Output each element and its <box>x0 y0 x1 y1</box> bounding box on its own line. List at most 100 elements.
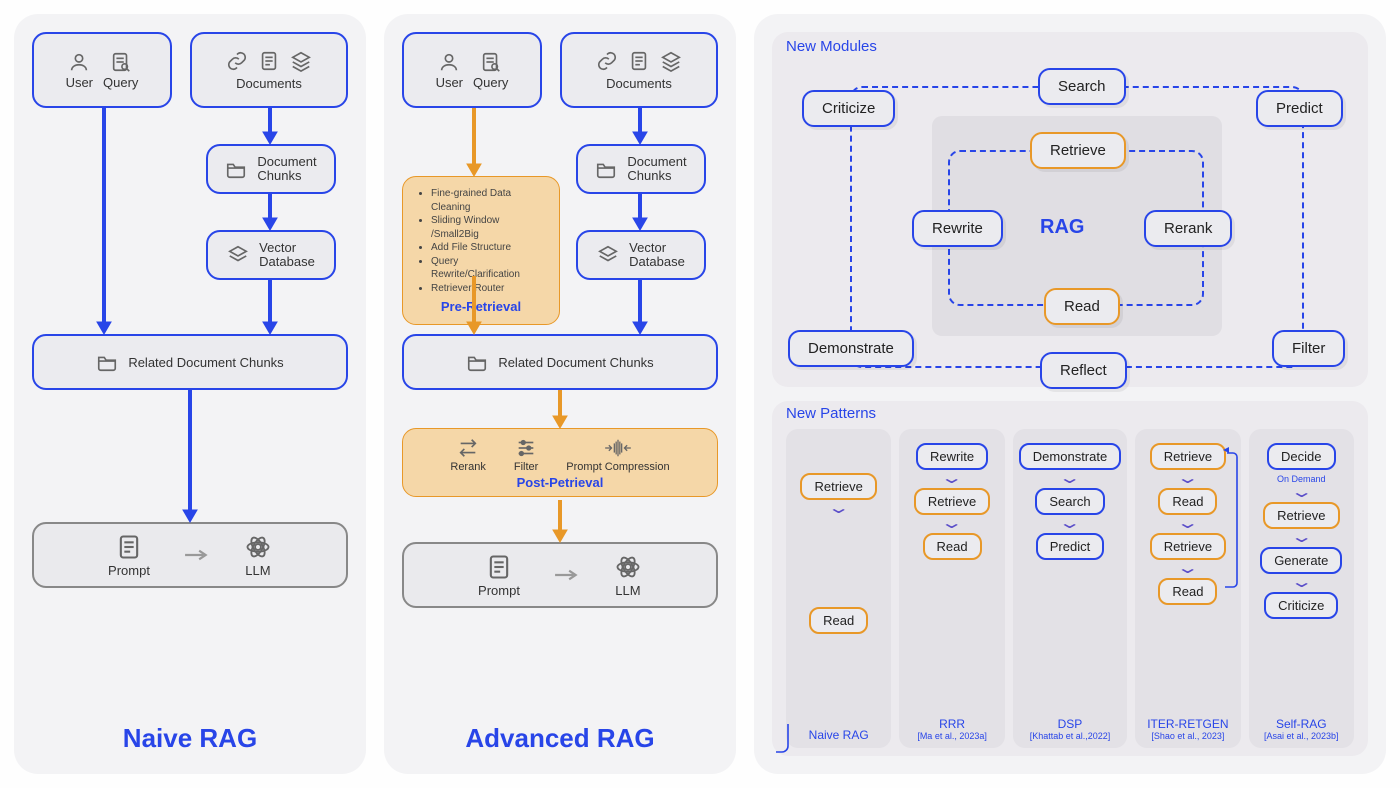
mod-search: Search <box>1038 68 1126 105</box>
node-documents-a: Documents <box>560 32 718 108</box>
pattern-title: Naive RAG <box>809 728 869 742</box>
chevron-down-icon: ⌄ <box>1289 488 1313 498</box>
arrow-db-related <box>260 280 280 334</box>
pattern-step: Read <box>923 533 982 560</box>
label-query: Query <box>103 75 138 90</box>
arrow-chunks-db-a <box>630 194 650 230</box>
arrow-right-icon-a <box>554 567 580 583</box>
query-icon <box>110 51 132 73</box>
stack-icon <box>227 244 249 266</box>
prompt-icon-a <box>485 553 513 581</box>
box-pre-retrieval: Fine-grained Data CleaningSliding Window… <box>402 176 560 325</box>
layers-icon <box>290 50 312 72</box>
title-post-retrieval: Post-Petrieval <box>417 475 703 490</box>
mod-read: Read <box>1044 288 1120 325</box>
arrow-related-prompt <box>180 390 200 522</box>
label-llm-a: LLM <box>615 583 640 598</box>
arrow-docs-chunks <box>260 108 280 144</box>
label-vector-db: Vector Database <box>259 241 315 270</box>
arrow-chunks-db <box>260 194 280 230</box>
query-icon-a <box>480 51 502 73</box>
pattern-title: DSP[Khattab et al.,2022] <box>1030 717 1111 742</box>
pre-retrieval-item: Retriever Router <box>431 282 545 296</box>
node-related-chunks-a: Related Document Chunks <box>402 334 718 390</box>
chevron-down-icon: ⌄ <box>1289 533 1313 543</box>
filter-icon <box>515 437 537 459</box>
doc-icon <box>258 50 280 72</box>
chevron-down-icon: ⌄ <box>1058 519 1082 529</box>
pattern-step: Search <box>1035 488 1104 515</box>
node-related-chunks: Related Document Chunks <box>32 334 348 390</box>
rerank-icon <box>457 437 479 459</box>
node-prompt-llm-a: Prompt LLM <box>402 542 718 608</box>
node-vector-db: Vector Database <box>206 230 336 280</box>
panel-naive-rag: Naive RAG User Query Documents Document … <box>14 14 366 774</box>
node-doc-chunks: Document Chunks <box>206 144 336 194</box>
pattern-step: Retrieve <box>1150 443 1226 470</box>
pattern-citation: [Asai et al., 2023b] <box>1264 731 1339 742</box>
pattern-step: Read <box>809 607 868 634</box>
chevron-down-icon: ⌄ <box>1058 474 1082 484</box>
link-icon <box>226 50 248 72</box>
pattern-step: Read <box>1158 578 1217 605</box>
mod-filter: Filter <box>1272 330 1345 367</box>
node-documents: Documents <box>190 32 348 108</box>
pre-retrieval-list: Fine-grained Data CleaningSliding Window… <box>417 187 545 295</box>
pattern-step: Demonstrate <box>1019 443 1121 470</box>
pattern-note: On Demand <box>1277 474 1326 484</box>
title-naive: Naive RAG <box>14 723 366 754</box>
pattern-step: Read <box>1158 488 1217 515</box>
label-documents-a: Documents <box>606 76 672 91</box>
chevron-down-icon: ⌄ <box>827 504 851 514</box>
title-advanced: Advanced RAG <box>384 723 736 754</box>
label-vector-db-a: Vector Database <box>629 241 685 270</box>
node-user-query: User Query <box>32 32 172 108</box>
prompt-icon <box>115 533 143 561</box>
pattern-step: Criticize <box>1264 592 1338 619</box>
loop-arrow <box>1223 447 1239 589</box>
label-related: Related Document Chunks <box>128 355 283 370</box>
pattern-col: Retrieve ⌄ Read Naive RAG <box>786 429 891 748</box>
pattern-step: Decide <box>1267 443 1335 470</box>
patterns-row: Retrieve⌄ReadNaive RAGRewrite⌄Retrieve⌄R… <box>786 429 1354 748</box>
chevron-down-icon: ⌄ <box>940 474 964 484</box>
mod-predict: Predict <box>1256 90 1343 127</box>
pattern-step: Generate <box>1260 547 1342 574</box>
arrow-post-prompt <box>550 500 570 542</box>
arrow-related-post <box>550 390 570 428</box>
label-llm: LLM <box>245 563 270 578</box>
pre-retrieval-item: Fine-grained Data Cleaning <box>431 187 545 214</box>
user-icon-a <box>438 51 460 73</box>
panel-modular-rag: Modular RAG New Modules RAG Retrieve Rea… <box>754 14 1386 774</box>
node-vector-db-a: Vector Database <box>576 230 706 280</box>
chevron-down-icon: ⌄ <box>1176 564 1200 574</box>
arrow-docs-chunks-a <box>630 108 650 144</box>
chevron-down-icon: ⌄ <box>1176 474 1200 484</box>
llm-icon-a <box>614 553 642 581</box>
subpanel-new-modules: New Modules RAG Retrieve Read Rewrite Re… <box>772 32 1368 387</box>
layers-icon-a <box>660 50 682 72</box>
box-post-retrieval: Rerank Filter Prompt Compression Post-Pe… <box>402 428 718 497</box>
mod-rerank: Rerank <box>1144 210 1232 247</box>
arrow-db-related-a <box>630 280 650 334</box>
label-new-modules: New Modules <box>786 38 877 55</box>
pattern-step: Retrieve <box>1150 533 1226 560</box>
user-icon <box>68 51 90 73</box>
label-doc-chunks: Document Chunks <box>257 155 316 184</box>
label-compress: Prompt Compression <box>566 461 669 473</box>
node-prompt-llm: Prompt LLM <box>32 522 348 588</box>
pre-retrieval-item: Add File Structure <box>431 241 545 255</box>
arrow-uq-pre <box>464 108 484 176</box>
chevron-down-icon: ⌄ <box>1289 578 1313 588</box>
mod-criticize: Criticize <box>802 90 895 127</box>
chevron-down-icon: ⌄ <box>940 519 964 529</box>
folder-icon-a <box>595 158 617 180</box>
label-related-a: Related Document Chunks <box>498 355 653 370</box>
label-rerank: Rerank <box>450 461 485 473</box>
arrow-right-icon <box>184 547 210 563</box>
pre-retrieval-item: Query Rewrite/Clarification <box>431 255 545 282</box>
chevron-down-icon: ⌄ <box>1176 519 1200 529</box>
pattern-step: Retrieve <box>800 473 876 500</box>
pattern-citation: [Khattab et al.,2022] <box>1030 731 1111 742</box>
mod-retrieve: Retrieve <box>1030 132 1126 169</box>
